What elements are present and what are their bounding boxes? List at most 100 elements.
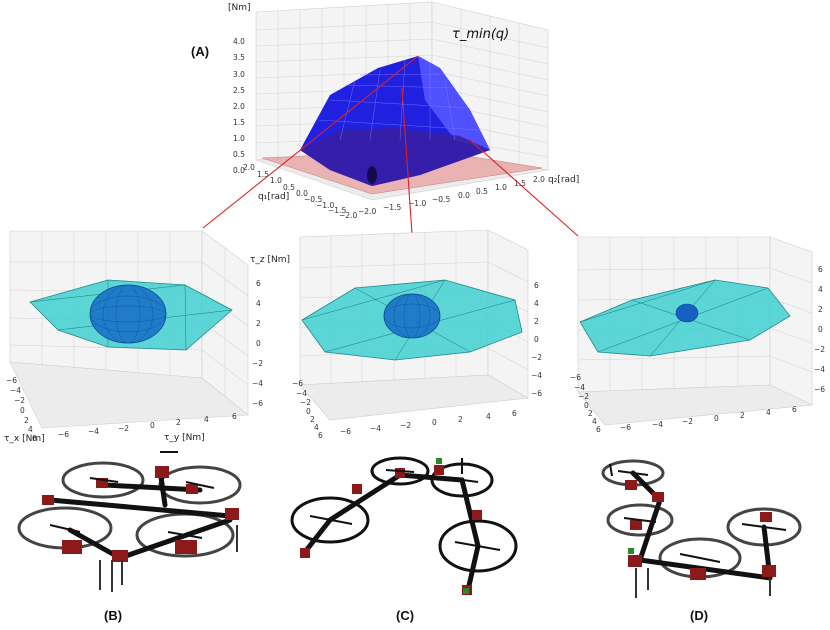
b-y-tick: −6 (58, 430, 69, 439)
c-z-tick: 0 (534, 335, 539, 344)
drone-b (17, 451, 242, 592)
drone-c-marker (436, 458, 442, 464)
d-z-axis: 6 4 2 0 −2 −4 −6 (814, 265, 825, 394)
b-x-tick: −4 (10, 386, 21, 395)
b-x-tick: 0 (20, 406, 25, 415)
c-x-tick: −6 (292, 379, 303, 388)
a-q2-tick: 2.0 (533, 175, 545, 184)
c-z-tick: −2 (531, 353, 542, 362)
c-z-tick: 2 (534, 317, 539, 326)
a-z-tick: 1.5 (233, 118, 245, 127)
a-z-tick: 3.5 (233, 53, 245, 62)
a-panel-label: (A) (191, 44, 209, 59)
c-panel-label: (C) (396, 608, 414, 623)
c-x-tick: −2 (300, 398, 311, 407)
a-z-tick: 0.5 (233, 150, 245, 159)
c-z-tick: −4 (531, 371, 542, 380)
d-z-tick: −2 (814, 345, 825, 354)
a-q2-tick: −0.5 (432, 195, 450, 204)
b-x-tick: 6 (32, 434, 37, 443)
a-q1-label: q₁[rad] (258, 192, 289, 202)
a-z-tick: 0.0 (233, 166, 245, 175)
b-z-tick: 2 (256, 319, 261, 328)
a-q1-tick: 0.0 (296, 189, 308, 198)
b-x-tick: −2 (14, 396, 25, 405)
c-y-tick: −2 (400, 421, 411, 430)
drone-c-arms (302, 472, 481, 593)
a-q2-label: q₂[rad] (548, 175, 579, 185)
drone-d (601, 459, 802, 598)
a-q2-tick: −1.0 (408, 199, 426, 208)
panel-b: 6 4 2 0 −2 −4 −6 τ_z [Nm] −6 −4 −2 0 2 4… (4, 230, 290, 444)
panel-c: 6 4 2 0 −2 −4 −6 −6 −4 −2 0 2 4 6 −6 −4 … (292, 229, 542, 440)
c-z-tick: −6 (531, 389, 542, 398)
a-q2-tick: 1.5 (514, 179, 526, 188)
b-y-tick: −2 (118, 424, 129, 433)
c-x-tick: 0 (306, 407, 311, 416)
b-x-tick: −6 (6, 376, 17, 385)
drone-d-marker (628, 548, 634, 554)
a-q1-tick: 1.0 (270, 176, 282, 185)
c-x-tick: 2 (310, 415, 315, 424)
a-q1-axis: 2.0 1.5 1.0 0.5 0.0 −0.5 −1.0 −1.5 −2.0 (243, 163, 357, 220)
c-floor (299, 374, 529, 421)
d-y-tick: 2 (740, 411, 745, 420)
a-q1-tick: 0.5 (283, 183, 295, 192)
c-y-tick: 4 (486, 412, 491, 421)
a-q2-tick: −1.5 (383, 203, 401, 212)
a-q1-tick: 1.5 (257, 170, 269, 179)
c-x-tick: −4 (296, 389, 307, 398)
d-z-tick: −6 (814, 385, 825, 394)
d-z-tick: 2 (818, 305, 823, 314)
panel-d: 6 4 2 0 −2 −4 −6 −6 −4 −2 0 2 4 6 −6 −4 … (570, 236, 825, 434)
d-ellipsoid (675, 303, 699, 323)
drone-b-arms (47, 467, 233, 561)
a-z-tick: 4.0 (233, 37, 245, 46)
a-q1-tick: −0.5 (304, 195, 322, 204)
d-floor (577, 384, 814, 426)
c-x-axis: −6 −4 −2 0 2 4 6 (292, 379, 323, 440)
c-y-tick: 0 (432, 418, 437, 427)
a-q2-tick: 0.0 (458, 191, 470, 200)
drone-d-joints (625, 480, 776, 580)
b-y-tick: 6 (232, 412, 237, 421)
d-y-tick: 4 (766, 408, 771, 417)
drone-b-propellers (49, 451, 215, 539)
a-z-tick: 3.0 (233, 70, 245, 79)
c-ellipsoid-mesh (383, 293, 441, 339)
d-z-tick: 4 (818, 285, 823, 294)
b-z-tick: 0 (256, 339, 261, 348)
b-y-tick: −4 (88, 427, 99, 436)
c-z-axis: 6 4 2 0 −2 −4 −6 (531, 281, 542, 398)
b-z-tick: 4 (256, 299, 261, 308)
a-q2-tick: −2.0 (358, 207, 376, 216)
connector-lines (202, 55, 579, 237)
a-q2-tick: 0.5 (476, 187, 488, 196)
b-z-tick: −4 (252, 379, 263, 388)
connector-b (202, 55, 419, 229)
b-ty-label: τ_y [Nm] (164, 433, 205, 443)
b-z-tick: −6 (252, 399, 263, 408)
d-x-axis: −6 −4 −2 0 2 4 6 (570, 373, 601, 434)
b-z-tick: 6 (256, 279, 261, 288)
b-y-tick: 4 (204, 415, 209, 424)
d-x-tick: −6 (570, 373, 581, 382)
b-panel-label: (B) (104, 608, 122, 623)
panel-a: 4.0 3.5 3.0 2.5 2.0 1.5 1.0 0.5 0.0 [Nm]… (191, 1, 579, 220)
connector-d (469, 139, 579, 237)
a-z-tick: 2.0 (233, 102, 245, 111)
d-z-tick: 6 (818, 265, 823, 274)
b-y-tick: 0 (150, 421, 155, 430)
b-z-axis: 6 4 2 0 −2 −4 −6 (252, 279, 263, 408)
b-floor (9, 361, 249, 429)
surface-base (300, 128, 490, 186)
drone-d-legs (635, 568, 771, 598)
surface-dip (367, 166, 377, 184)
a-z-axis: 4.0 3.5 3.0 2.5 2.0 1.5 1.0 0.5 0.0 (233, 37, 245, 175)
d-x-tick: 2 (588, 409, 593, 418)
c-z-tick: 4 (534, 299, 539, 308)
connector-c (401, 87, 413, 235)
c-ellipsoid (383, 293, 441, 339)
drone-c-propellers (309, 458, 501, 551)
